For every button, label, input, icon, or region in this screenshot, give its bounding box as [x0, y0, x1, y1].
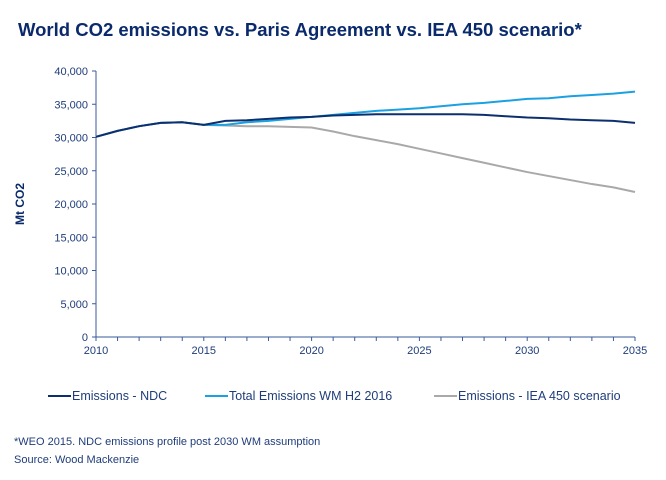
chart-title: World CO2 emissions vs. Paris Agreement … [18, 19, 582, 40]
y-tick-label: 30,000 [54, 133, 88, 145]
y-tick-label: 15,000 [54, 232, 88, 244]
x-tick-label: 2035 [623, 345, 647, 357]
x-tick-label: 2030 [515, 345, 539, 357]
legend-label: Total Emissions WM H2 2016 [229, 389, 392, 403]
x-tick-label: 2020 [299, 345, 323, 357]
legend-label: Emissions - IEA 450 scenario [458, 389, 621, 403]
y-tick-label: 0 [82, 332, 88, 344]
legend-label: Emissions - NDC [72, 389, 167, 403]
notes: *WEO 2015. NDC emissions profile post 20… [14, 433, 320, 469]
x-tick-label: 2025 [407, 345, 431, 357]
x-tick-label: 2010 [84, 345, 108, 357]
y-tick-label: 25,000 [54, 166, 88, 178]
x-tick-label: 2015 [192, 345, 216, 357]
y-tick-label: 35,000 [54, 99, 88, 111]
y-tick-label: 10,000 [54, 266, 88, 278]
footnote: *WEO 2015. NDC emissions profile post 20… [14, 436, 321, 448]
series-line-0 [95, 113, 636, 138]
y-tick-label: 20,000 [54, 199, 88, 211]
y-axis-label: Mt CO2 [13, 183, 27, 225]
y-tick-label: 5,000 [60, 299, 88, 311]
series-line-2 [95, 121, 636, 194]
y-tick-label: 40,000 [54, 66, 88, 78]
source: Source: Wood Mackenzie [14, 454, 140, 466]
